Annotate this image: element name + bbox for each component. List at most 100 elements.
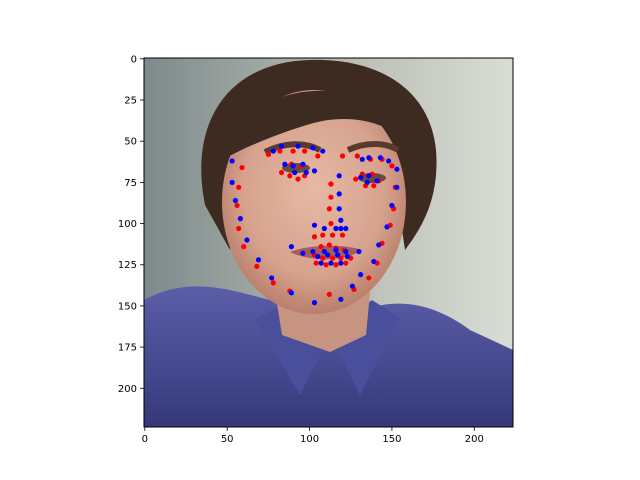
landmark-point-blue bbox=[311, 300, 318, 306]
landmark-point-red bbox=[354, 153, 360, 159]
landmark-point-blue bbox=[358, 174, 364, 181]
landmark-point-blue bbox=[343, 248, 349, 255]
landmark-point-blue bbox=[295, 143, 301, 149]
landmark-point-red bbox=[366, 275, 372, 281]
landmark-point-blue bbox=[290, 163, 296, 169]
landmark-point-blue bbox=[310, 248, 316, 255]
landmark-point-red bbox=[315, 153, 321, 159]
y-tick-label: 75 bbox=[124, 178, 137, 189]
landmark-point-blue bbox=[394, 184, 400, 190]
landmark-point-blue bbox=[269, 275, 275, 281]
landmark-point-red bbox=[234, 202, 240, 209]
landmark-point-red bbox=[287, 173, 293, 179]
landmark-point-blue bbox=[300, 250, 306, 256]
landmark-point-blue bbox=[356, 248, 362, 255]
y-tick-label: 100 bbox=[118, 219, 137, 230]
landmark-point-red bbox=[313, 260, 319, 266]
landmark-point-red bbox=[241, 244, 247, 250]
landmark-point-blue bbox=[358, 272, 364, 278]
landmark-point-blue bbox=[229, 179, 235, 185]
landmark-point-blue bbox=[376, 242, 382, 248]
landmark-point-blue bbox=[344, 253, 351, 260]
landmark-point-blue bbox=[336, 173, 342, 179]
landmark-point-blue bbox=[300, 161, 306, 167]
landmark-point-blue bbox=[394, 166, 400, 172]
landmark-point-red bbox=[265, 151, 271, 157]
y-tick-label: 150 bbox=[118, 301, 137, 312]
landmark-point-red bbox=[389, 163, 395, 169]
landmark-point-red bbox=[236, 184, 242, 190]
landmark-point-red bbox=[326, 242, 332, 248]
landmark-point-blue bbox=[338, 225, 344, 232]
landmark-point-red bbox=[320, 255, 326, 261]
landmark-point-blue bbox=[303, 169, 309, 176]
landmark-point-red bbox=[290, 148, 296, 154]
landmark-point-red bbox=[328, 181, 334, 187]
x-axis: 0 50 100 150 200 bbox=[142, 427, 484, 445]
landmark-point-red bbox=[295, 176, 301, 182]
landmark-point-red bbox=[343, 260, 349, 266]
y-tick-label: 25 bbox=[124, 96, 137, 107]
face-photo bbox=[144, 58, 513, 427]
landmark-point-red bbox=[328, 194, 334, 200]
landmark-point-blue bbox=[336, 191, 342, 197]
landmark-point-red bbox=[326, 291, 332, 297]
landmark-point-red bbox=[339, 232, 346, 238]
landmark-point-blue bbox=[366, 155, 372, 161]
landmark-points bbox=[229, 143, 400, 306]
landmark-point-blue bbox=[310, 145, 316, 151]
landmark-point-blue bbox=[328, 260, 334, 266]
landmark-point-blue bbox=[320, 148, 326, 154]
landmark-point-blue bbox=[389, 202, 395, 209]
landmark-point-red bbox=[239, 164, 245, 171]
landmark-point-blue bbox=[334, 252, 341, 258]
landmark-point-blue bbox=[371, 258, 377, 265]
landmark-point-red bbox=[318, 244, 324, 250]
landmark-point-blue bbox=[278, 143, 285, 149]
x-tick-label: 100 bbox=[300, 434, 319, 445]
landmark-point-blue bbox=[321, 248, 327, 255]
landmark-point-blue bbox=[282, 161, 288, 167]
landmark-point-blue bbox=[384, 224, 390, 230]
landmark-point-red bbox=[333, 262, 339, 268]
landmark-point-red bbox=[353, 176, 359, 182]
landmark-point-red bbox=[339, 153, 346, 159]
x-tick-label: 50 bbox=[221, 434, 234, 445]
landmark-point-red bbox=[330, 255, 336, 261]
landmark-point-red bbox=[326, 206, 332, 212]
landmark-point-red bbox=[254, 263, 260, 269]
y-tick-label: 175 bbox=[118, 343, 137, 354]
landmark-point-blue bbox=[333, 247, 339, 253]
landmark-point-red bbox=[323, 262, 329, 268]
landmark-point-blue bbox=[244, 237, 250, 243]
landmark-point-blue bbox=[338, 260, 344, 266]
landmark-point-blue bbox=[288, 290, 295, 296]
landmark-point-blue bbox=[343, 225, 349, 232]
photo-hair-fringe bbox=[222, 90, 426, 165]
landmark-point-blue bbox=[288, 244, 295, 250]
landmark-point-blue bbox=[315, 253, 321, 260]
landmark-point-red bbox=[270, 280, 276, 286]
landmark-point-blue bbox=[359, 156, 365, 162]
landmark-point-red bbox=[328, 220, 334, 227]
landmark-point-blue bbox=[336, 206, 342, 212]
landmark-point-blue bbox=[311, 222, 318, 228]
y-tick-label: 200 bbox=[118, 384, 137, 395]
landmark-point-blue bbox=[229, 158, 235, 164]
landmark-point-blue bbox=[386, 158, 392, 164]
landmark-point-blue bbox=[292, 169, 298, 176]
landmark-point-red bbox=[330, 232, 336, 238]
landmark-point-blue bbox=[325, 252, 331, 258]
landmark-point-red bbox=[278, 169, 285, 176]
landmark-point-red bbox=[302, 148, 308, 154]
landmark-point-blue bbox=[237, 216, 243, 222]
y-axis: 0 25 50 75 100 125 150 175 200 bbox=[118, 54, 144, 395]
landmark-point-blue bbox=[232, 197, 239, 204]
photo-shirt bbox=[144, 286, 513, 427]
y-tick-label: 50 bbox=[124, 137, 137, 148]
landmark-point-red bbox=[277, 148, 283, 154]
x-tick-label: 150 bbox=[382, 434, 401, 445]
landmark-point-red bbox=[311, 234, 318, 240]
landmark-point-blue bbox=[377, 155, 383, 161]
